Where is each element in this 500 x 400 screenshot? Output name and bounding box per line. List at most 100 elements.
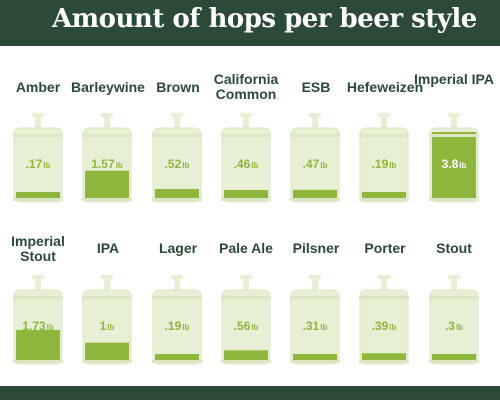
keg-value-unit: lb xyxy=(46,323,54,332)
keg-hoop xyxy=(13,198,63,201)
keg-tap xyxy=(35,278,41,290)
keg-value-number: .39 xyxy=(371,319,389,333)
keg-value-number: .56 xyxy=(233,319,251,333)
keg-tap-handle xyxy=(32,113,44,117)
keg-hoop xyxy=(152,296,202,299)
keg-value-unit: lb xyxy=(182,323,190,332)
keg-fill xyxy=(224,190,268,198)
keg-value-label: 1.73lb xyxy=(10,319,66,333)
keg-hoop xyxy=(429,360,479,363)
keg-tap-handle xyxy=(171,113,183,117)
keg-hoop xyxy=(221,198,271,201)
keg-hoop xyxy=(429,134,479,137)
keg-body xyxy=(359,127,409,203)
keg-body xyxy=(221,127,271,203)
keg-value-unit: lb xyxy=(320,323,328,332)
keg-hoop xyxy=(221,296,271,299)
keg-hoop xyxy=(359,296,409,299)
keg-value-label: .52lb xyxy=(149,157,205,171)
keg-tap xyxy=(451,278,457,290)
keg-tap xyxy=(243,116,249,128)
keg-hoop xyxy=(359,360,409,363)
keg-hoop xyxy=(290,198,340,201)
keg-hoop xyxy=(13,360,63,363)
style-label-lager: Lager xyxy=(158,240,198,256)
keg-value-label: .46lb xyxy=(218,157,274,171)
keg-fill xyxy=(85,342,129,360)
keg-tap xyxy=(243,278,249,290)
style-label-pilsner: Pilsner xyxy=(292,240,340,256)
keg-fill xyxy=(293,189,337,198)
keg-value-number: 1 xyxy=(99,319,107,333)
keg-value-label: .31lb xyxy=(287,319,343,333)
keg-value-label: 1lb xyxy=(79,319,135,333)
chart-title: Amount of hops per beer style xyxy=(52,4,477,34)
keg-value-label: .39lb xyxy=(356,319,412,333)
keg-tap-handle xyxy=(240,275,252,279)
keg-value-number: .3 xyxy=(444,319,455,333)
keg-tap-handle xyxy=(240,113,252,117)
keg-tap-handle xyxy=(448,113,460,117)
keg-value-unit: lb xyxy=(389,323,397,332)
style-label-imperial-stout: Imperial Stout xyxy=(11,233,65,264)
style-label-ipa: IPA xyxy=(96,240,120,256)
style-label-california-common: California Common xyxy=(213,71,279,102)
keg-fill xyxy=(224,350,268,360)
keg-value-unit: lb xyxy=(455,323,464,332)
keg-value-label: .47lb xyxy=(287,157,343,171)
keg-hoop xyxy=(82,198,132,201)
keg-hoop xyxy=(82,296,132,299)
keg-hoop xyxy=(82,360,132,363)
style-label-esb: ESB xyxy=(301,79,331,95)
keg-fill xyxy=(155,188,199,198)
keg-tap-handle xyxy=(171,275,183,279)
keg-tap xyxy=(312,278,318,290)
keg-tap-handle xyxy=(309,113,321,117)
keg-value-label: .19lb xyxy=(149,319,205,333)
keg-hoop xyxy=(152,198,202,201)
style-label-imperial-ipa: Imperial IPA xyxy=(414,71,494,87)
style-label-pale-ale: Pale Ale xyxy=(219,240,273,256)
keg-value-unit: lb xyxy=(107,323,115,332)
keg-value-label: 3.8lb xyxy=(426,157,482,171)
keg-hoop xyxy=(82,134,132,137)
style-label-barleywine: Barleywine xyxy=(71,79,145,95)
keg-value-number: 3.8 xyxy=(441,157,459,171)
keg-fill xyxy=(432,132,476,198)
keg-tap-handle xyxy=(309,275,321,279)
style-label-porter: Porter xyxy=(364,240,406,256)
keg-tap-handle xyxy=(448,275,460,279)
keg-value-number: .19 xyxy=(371,157,389,171)
keg-value-number: 1.73 xyxy=(22,319,46,333)
keg-tap-handle xyxy=(101,275,113,279)
keg-value-unit: lb xyxy=(389,161,397,170)
keg-tap xyxy=(104,278,110,290)
keg-hoop xyxy=(13,134,63,137)
keg-hoop xyxy=(290,134,340,137)
keg-body xyxy=(290,127,340,203)
keg-tap xyxy=(381,116,387,128)
keg-hoop xyxy=(221,134,271,137)
keg-value-unit: lb xyxy=(251,161,259,170)
keg-value-number: .52 xyxy=(164,157,182,171)
keg-value-unit: lb xyxy=(182,161,190,170)
keg-tap xyxy=(35,116,41,128)
keg-fill xyxy=(293,354,337,360)
keg-value-unit: lb xyxy=(459,161,467,170)
keg-hoop xyxy=(359,198,409,201)
keg-body xyxy=(13,127,63,203)
keg-fill xyxy=(432,354,476,360)
keg-hoop xyxy=(290,296,340,299)
keg-tap xyxy=(174,278,180,290)
keg-fill xyxy=(155,354,199,360)
keg-value-unit: lb xyxy=(43,161,51,170)
keg-hoop xyxy=(429,296,479,299)
keg-value-label: 1.57lb xyxy=(79,157,135,171)
keg-tap-handle xyxy=(101,113,113,117)
keg-tap xyxy=(381,278,387,290)
style-label-hefeweizen: Hefeweizen xyxy=(346,79,424,95)
keg-value-number: 1.57 xyxy=(91,157,115,171)
keg-body xyxy=(221,289,271,365)
keg-body xyxy=(359,289,409,365)
